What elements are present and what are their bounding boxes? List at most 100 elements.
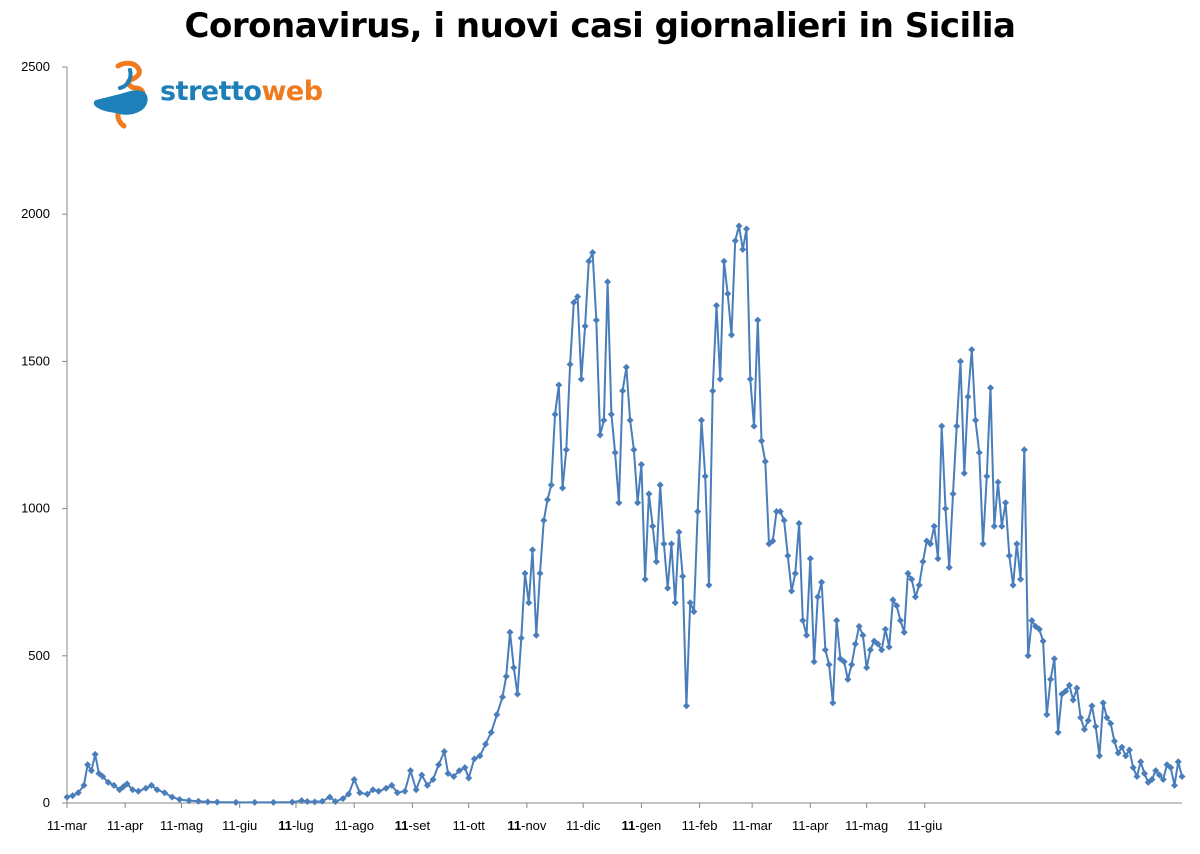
x-tick-label: 11-lug bbox=[278, 818, 313, 833]
data-point bbox=[407, 767, 415, 775]
data-point bbox=[806, 555, 814, 563]
data-point bbox=[326, 793, 334, 801]
x-tick-label: 11-gen bbox=[622, 818, 662, 833]
data-point bbox=[915, 581, 923, 589]
data-point bbox=[667, 540, 675, 548]
data-point bbox=[941, 505, 949, 513]
data-point bbox=[746, 375, 754, 383]
data-point bbox=[80, 781, 88, 789]
data-point bbox=[1028, 616, 1036, 624]
data-point bbox=[1137, 758, 1145, 766]
data-point bbox=[780, 516, 788, 524]
data-point bbox=[517, 634, 525, 642]
data-point bbox=[303, 798, 311, 806]
data-point bbox=[161, 789, 169, 797]
data-point bbox=[551, 410, 559, 418]
data-point bbox=[185, 797, 193, 805]
data-point bbox=[938, 422, 946, 430]
data-point bbox=[1039, 637, 1047, 645]
data-point bbox=[168, 793, 176, 801]
data-point bbox=[686, 599, 694, 607]
data-point bbox=[435, 761, 443, 769]
data-point bbox=[896, 616, 904, 624]
data-point bbox=[1099, 699, 1107, 707]
data-point bbox=[298, 797, 306, 805]
data-point bbox=[600, 416, 608, 424]
data-point bbox=[465, 774, 473, 782]
data-point bbox=[810, 658, 818, 666]
data-point bbox=[998, 522, 1006, 530]
data-point bbox=[1095, 752, 1103, 760]
data-point bbox=[1133, 773, 1141, 781]
data-point bbox=[1065, 681, 1073, 689]
data-point bbox=[1122, 752, 1130, 760]
data-point bbox=[904, 569, 912, 577]
data-point bbox=[851, 640, 859, 648]
data-point bbox=[1080, 725, 1088, 733]
data-point bbox=[953, 422, 961, 430]
data-point bbox=[795, 519, 803, 527]
data-point bbox=[720, 257, 728, 265]
data-point bbox=[350, 775, 358, 783]
data-point bbox=[750, 422, 758, 430]
data-point bbox=[844, 675, 852, 683]
data-point bbox=[87, 767, 95, 775]
data-point bbox=[1170, 781, 1178, 789]
x-tick-label: 11-nov bbox=[507, 818, 547, 833]
data-point bbox=[987, 384, 995, 392]
data-point bbox=[232, 798, 240, 806]
data-point bbox=[544, 496, 552, 504]
x-tick-label: 11-mag bbox=[845, 818, 888, 833]
data-point bbox=[470, 755, 478, 763]
data-point bbox=[645, 490, 653, 498]
data-point bbox=[964, 393, 972, 401]
data-point bbox=[581, 322, 589, 330]
data-point bbox=[339, 795, 347, 803]
data-point bbox=[91, 750, 99, 758]
data-point bbox=[716, 375, 724, 383]
data-point bbox=[705, 581, 713, 589]
data-point bbox=[855, 622, 863, 630]
data-point bbox=[1092, 722, 1100, 730]
data-point bbox=[990, 522, 998, 530]
data-point bbox=[153, 786, 161, 794]
data-point bbox=[926, 540, 934, 548]
logo-wordmark: strettoweb bbox=[160, 76, 323, 107]
data-point bbox=[461, 764, 469, 772]
data-point bbox=[671, 599, 679, 607]
data-point bbox=[682, 702, 690, 710]
data-point bbox=[972, 416, 980, 424]
data-point bbox=[514, 690, 522, 698]
data-point bbox=[1088, 702, 1096, 710]
data-point bbox=[619, 387, 627, 395]
data-point bbox=[423, 781, 431, 789]
data-point bbox=[604, 278, 612, 286]
data-point bbox=[814, 593, 822, 601]
data-point bbox=[570, 299, 578, 307]
data-point bbox=[641, 575, 649, 583]
x-tick-labels: 11-mar 11-apr 11-mag 11-giu 11-lug 11-ago 11-s… bbox=[47, 818, 943, 833]
data-point bbox=[418, 771, 426, 779]
data-point bbox=[123, 780, 131, 788]
data-point bbox=[833, 616, 841, 624]
data-point bbox=[251, 798, 259, 806]
x-tick-label: 11-feb bbox=[682, 818, 718, 833]
data-point bbox=[502, 672, 510, 680]
data-point bbox=[1009, 581, 1017, 589]
data-point bbox=[429, 775, 437, 783]
data-point bbox=[1174, 758, 1182, 766]
data-point bbox=[979, 540, 987, 548]
data-point bbox=[382, 784, 390, 792]
data-point bbox=[803, 631, 811, 639]
series-line bbox=[66, 225, 1183, 804]
data-point bbox=[1077, 714, 1085, 722]
data-point bbox=[874, 640, 882, 648]
data-point bbox=[592, 316, 600, 324]
data-point bbox=[1167, 764, 1175, 772]
x-tick-label: 11-giu bbox=[907, 818, 942, 833]
x-tick-label: 11-dic bbox=[566, 818, 601, 833]
data-point bbox=[754, 316, 762, 324]
data-point bbox=[784, 552, 792, 560]
data-point bbox=[799, 616, 807, 624]
data-point bbox=[1013, 540, 1021, 548]
